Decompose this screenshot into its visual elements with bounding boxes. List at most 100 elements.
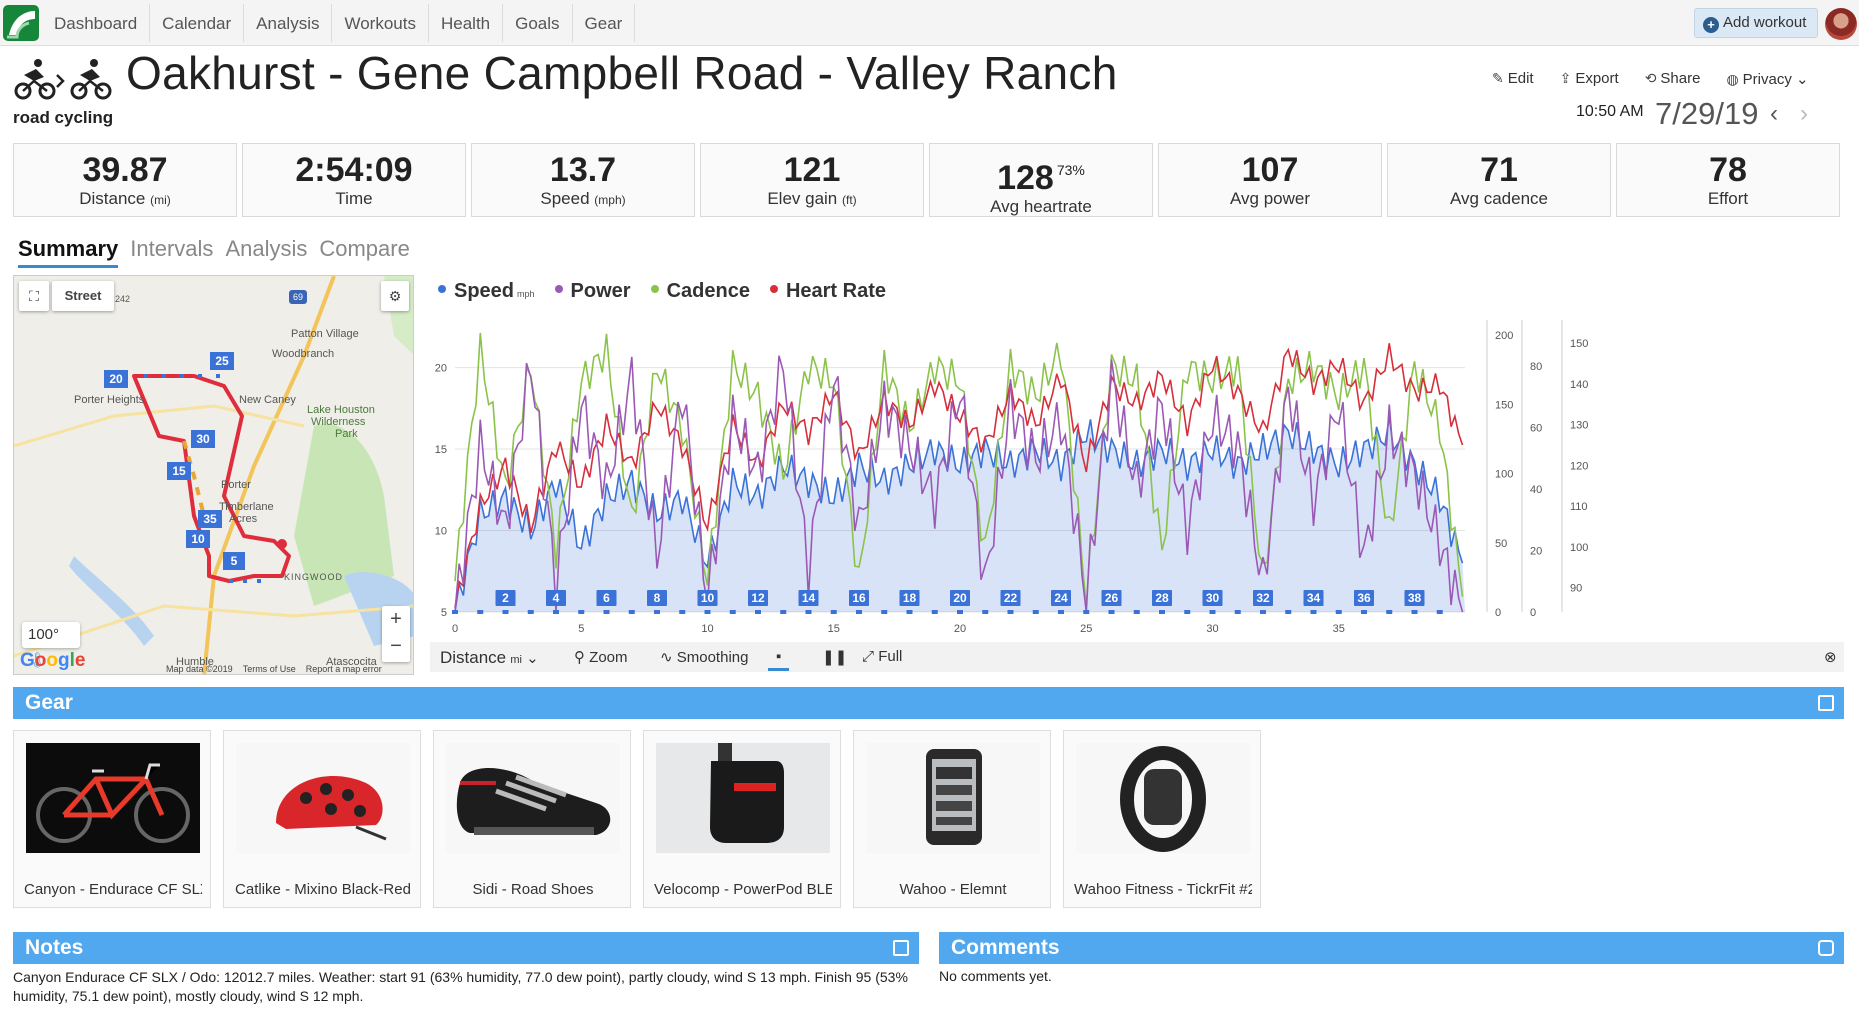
lap-marker-label: 28 <box>1155 591 1169 605</box>
date-nav: ‹ › <box>1770 100 1808 128</box>
next-workout-icon[interactable]: › <box>1800 100 1808 127</box>
mile-tick <box>679 610 686 614</box>
top-nav: Dashboard Calendar Analysis Workouts Hea… <box>0 0 1859 46</box>
gear-card[interactable]: Sidi - Road Shoes <box>433 730 631 908</box>
smoothing-button[interactable]: ∿ Smoothing <box>660 648 748 666</box>
series-line-cadence <box>454 332 1464 607</box>
lap-marker-box <box>798 590 819 606</box>
legend-label: Cadence <box>666 280 750 302</box>
lap-marker-label: 22 <box>1004 591 1018 605</box>
gear-label: Wahoo Fitness - TickrFit #2 <box>1074 881 1252 898</box>
y-tick-label-power: 200 <box>1495 330 1513 342</box>
gear-card[interactable]: Wahoo - Elemnt <box>853 730 1051 908</box>
legend-cadence[interactable]: Cadence <box>650 280 750 303</box>
stat-value: 107 <box>1241 151 1299 189</box>
gear-card[interactable]: Velocomp - PowerPod BLE/ <box>643 730 841 908</box>
comments-text: No comments yet. <box>939 968 1052 984</box>
x-tick-label: 15 <box>828 623 840 635</box>
y-tick-label-power: 50 <box>1495 538 1507 550</box>
app-logo[interactable] <box>3 5 39 41</box>
heart-rate-monitor-image <box>1076 743 1250 853</box>
tab-intervals[interactable]: Intervals <box>130 236 214 261</box>
edit-notes-icon[interactable] <box>893 940 909 956</box>
close-chart-icon[interactable]: ⊗ <box>1824 649 1837 666</box>
gear-card[interactable]: Canyon - Endurace CF SLX I <box>13 730 211 908</box>
map-data-text: Map data ©2019 <box>166 664 233 674</box>
privacy-dropdown[interactable]: ◍ Privacy ⌄ <box>1726 70 1808 88</box>
mile-tick <box>957 610 963 614</box>
edit-gear-icon[interactable] <box>1818 695 1834 711</box>
zoom-in-icon[interactable]: + <box>390 608 402 630</box>
mile-tick <box>704 610 711 614</box>
zoom-out-icon[interactable]: − <box>390 635 402 657</box>
x-axis-label: Distance <box>440 648 507 667</box>
lap-marker-label: 16 <box>852 591 866 605</box>
tab-analysis[interactable]: Analysis <box>225 236 308 261</box>
mile-tick <box>755 610 761 614</box>
tab-compare[interactable]: Compare <box>319 236 410 261</box>
lap-marker-box <box>1202 590 1223 606</box>
nav-calendar[interactable]: Calendar <box>150 4 245 42</box>
report-link[interactable]: Report a map error <box>305 664 382 674</box>
nav-workouts[interactable]: Workouts <box>332 4 429 42</box>
add-comment-icon[interactable] <box>1818 940 1834 956</box>
zoom-button[interactable]: ⚲ Zoom <box>574 648 628 666</box>
nav-dashboard[interactable]: Dashboard <box>42 4 151 42</box>
nav-health[interactable]: Health <box>429 4 504 42</box>
avatar[interactable] <box>1825 8 1857 40</box>
distance-marker: 5 <box>223 552 245 570</box>
place-label: Porter Heights <box>74 394 145 406</box>
stat-label: Avg cadence <box>1450 189 1548 208</box>
distance-marker: 30 <box>191 430 215 448</box>
lap-marker-label: 36 <box>1357 591 1371 605</box>
mile-tick <box>1209 610 1216 614</box>
x-tick-label: 35 <box>1333 623 1345 635</box>
pause-icon: ❚❚ <box>822 649 848 666</box>
legend-speed[interactable]: Speed mph <box>438 280 535 303</box>
mile-tick <box>628 610 635 614</box>
smoothing-icon: ∿ <box>660 649 673 666</box>
share-button[interactable]: ⟲ Share <box>1645 70 1701 88</box>
workout-time: 10:50 AM <box>1576 103 1644 120</box>
full-button[interactable]: ⤢ Full <box>862 648 902 665</box>
lap-marker-box <box>1253 590 1273 606</box>
edit-button[interactable]: ✎ Edit <box>1492 70 1534 88</box>
nav-goals[interactable]: Goals <box>503 4 573 42</box>
stat-effort: 78 Effort <box>1616 143 1840 217</box>
y-tick-label-cadence: 40 <box>1530 484 1542 496</box>
lap-marker-label: 34 <box>1307 591 1321 605</box>
terms-link[interactable]: Terms of Use <box>242 664 296 674</box>
stat-cadence: 71 Avg cadence <box>1387 143 1611 217</box>
gear-icon[interactable]: ⚙ <box>381 281 409 311</box>
x-axis-select[interactable]: Distance mi ⌄ <box>440 648 539 668</box>
pause-button[interactable]: ❚❚ <box>822 648 847 666</box>
mile-tick <box>1159 610 1165 614</box>
gear-card[interactable]: Catlike - Mixino Black-Red <box>223 730 421 908</box>
lap-marker-label: 2 <box>502 591 509 605</box>
mile-tick <box>1411 610 1418 614</box>
legend-power[interactable]: Power <box>554 280 631 303</box>
stat-value: 39.87 <box>82 151 168 189</box>
comment-view-button[interactable]: ▪ <box>768 648 790 671</box>
x-tick-label: 0 <box>452 623 458 635</box>
gear-card[interactable]: Wahoo Fitness - TickrFit #2 <box>1063 730 1261 908</box>
export-button[interactable]: ⇪ Export <box>1560 70 1619 88</box>
legend-label: Power <box>570 280 631 302</box>
full-label: Full <box>878 648 903 665</box>
tab-summary[interactable]: Summary <box>18 236 119 268</box>
fullscreen-icon[interactable]: ⛶ <box>19 281 49 311</box>
prev-workout-icon[interactable]: ‹ <box>1770 100 1778 127</box>
nav-gear[interactable]: Gear <box>573 4 636 42</box>
nav-analysis[interactable]: Analysis <box>244 4 333 42</box>
distance-marker: 35 <box>198 510 222 528</box>
y-tick-label-power: 150 <box>1495 399 1513 411</box>
legend-label: Speed <box>454 280 515 302</box>
map-type-select[interactable]: Street <box>52 281 114 311</box>
route-map[interactable]: ⛶ Street ⚙ 69 242 Patton Village Woodbra… <box>13 275 414 675</box>
workout-chart[interactable]: 5101520050100150200020406080901001101201… <box>420 310 1850 640</box>
sport-type: road cycling <box>13 108 114 127</box>
legend-heart-rate[interactable]: Heart Rate <box>769 280 886 303</box>
stat-label: Speed <box>540 189 590 208</box>
gear-label: Sidi - Road Shoes <box>472 881 594 898</box>
add-workout-button[interactable]: + Add workout <box>1694 8 1818 38</box>
